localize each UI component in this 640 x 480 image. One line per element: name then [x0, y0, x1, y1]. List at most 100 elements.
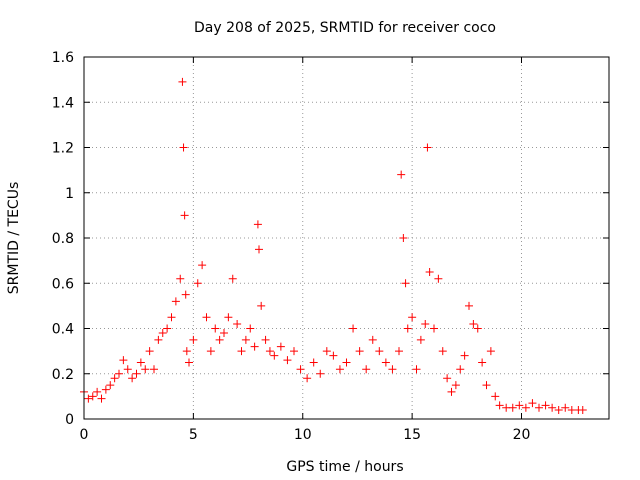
data-point: [491, 392, 500, 401]
data-point: [211, 324, 220, 333]
y-tick-label: 0: [65, 412, 74, 428]
data-point: [119, 356, 128, 365]
x-tick-label: 15: [403, 427, 421, 443]
data-point: [397, 170, 406, 179]
data-point: [473, 324, 482, 333]
data-point: [381, 358, 390, 367]
data-point: [465, 301, 473, 310]
data-point: [561, 403, 570, 412]
data-point: [163, 324, 172, 333]
data-point: [179, 143, 188, 152]
data-point: [181, 290, 190, 299]
y-axis-ticks: 0 0.2 0.4 0.6 0.8 1 1.2 1.4 1.6: [52, 50, 609, 428]
data-point: [451, 381, 460, 390]
data-point: [255, 245, 263, 254]
data-point: [150, 365, 158, 374]
data-point: [141, 365, 150, 374]
x-tick-label: 20: [513, 427, 531, 443]
data-point: [171, 297, 180, 306]
data-point: [329, 351, 338, 360]
data-point: [220, 329, 228, 338]
data-point: [469, 319, 478, 328]
data-point: [206, 347, 215, 356]
data-point: [403, 324, 412, 333]
x-axis-ticks: 0 5 10 15 20: [80, 57, 531, 443]
data-point: [316, 369, 325, 378]
data-point: [401, 279, 410, 288]
data-point: [246, 324, 255, 333]
data-point: [460, 351, 469, 360]
data-point: [106, 381, 115, 390]
data-point: [309, 358, 318, 367]
data-point: [128, 374, 137, 383]
y-tick-label: 0.4: [52, 322, 74, 338]
data-points: [80, 77, 587, 414]
y-tick-label: 1.2: [52, 141, 74, 157]
data-point: [423, 143, 432, 152]
data-point: [115, 369, 123, 378]
data-point: [180, 211, 189, 220]
data-point: [202, 313, 211, 322]
data-point: [101, 385, 110, 394]
data-point: [84, 394, 93, 403]
data-point: [189, 335, 198, 344]
data-point: [110, 374, 119, 383]
data-point: [265, 347, 274, 356]
y-tick-label: 0.6: [52, 276, 74, 292]
data-point: [290, 347, 298, 356]
data-point: [430, 324, 438, 333]
data-point: [335, 365, 344, 374]
data-point: [283, 356, 292, 365]
data-point: [132, 369, 141, 378]
data-point: [521, 403, 530, 412]
y-tick-label: 1.4: [52, 95, 74, 111]
data-point: [322, 347, 331, 356]
data-point: [535, 403, 543, 412]
data-point: [375, 347, 384, 356]
data-point: [145, 347, 154, 356]
y-tick-label: 0.2: [52, 367, 74, 383]
data-point: [388, 365, 397, 374]
data-point: [395, 347, 403, 356]
x-tick-label: 0: [80, 427, 89, 443]
data-point: [399, 234, 408, 242]
data-point: [541, 401, 550, 410]
data-point: [447, 387, 456, 396]
data-point: [342, 358, 351, 367]
data-point: [362, 365, 371, 374]
data-point: [178, 77, 187, 86]
data-point: [215, 335, 224, 344]
data-point: [261, 335, 270, 344]
gridlines: [84, 57, 609, 419]
data-point: [97, 394, 106, 403]
data-point: [349, 324, 358, 333]
data-point: [482, 381, 491, 390]
data-point: [136, 358, 145, 367]
data-point: [228, 274, 237, 283]
data-point: [416, 335, 425, 344]
data-point: [578, 405, 587, 414]
data-point: [368, 335, 377, 344]
data-point: [88, 392, 97, 401]
data-point: [185, 358, 193, 367]
data-point: [123, 365, 132, 374]
data-point: [233, 319, 242, 328]
data-point: [276, 342, 285, 351]
data-point: [237, 347, 246, 356]
data-point: [528, 399, 537, 408]
data-point: [198, 261, 207, 270]
data-point: [250, 342, 259, 351]
x-tick-label: 5: [189, 427, 198, 443]
data-point: [425, 267, 434, 276]
data-point: [167, 313, 176, 322]
data-point: [176, 274, 185, 283]
data-point: [158, 329, 167, 338]
data-point: [443, 374, 452, 383]
data-point: [193, 279, 202, 288]
data-point: [224, 313, 233, 322]
data-point: [408, 313, 417, 322]
data-point: [412, 365, 421, 374]
data-point: [486, 347, 495, 356]
data-point: [241, 335, 250, 344]
